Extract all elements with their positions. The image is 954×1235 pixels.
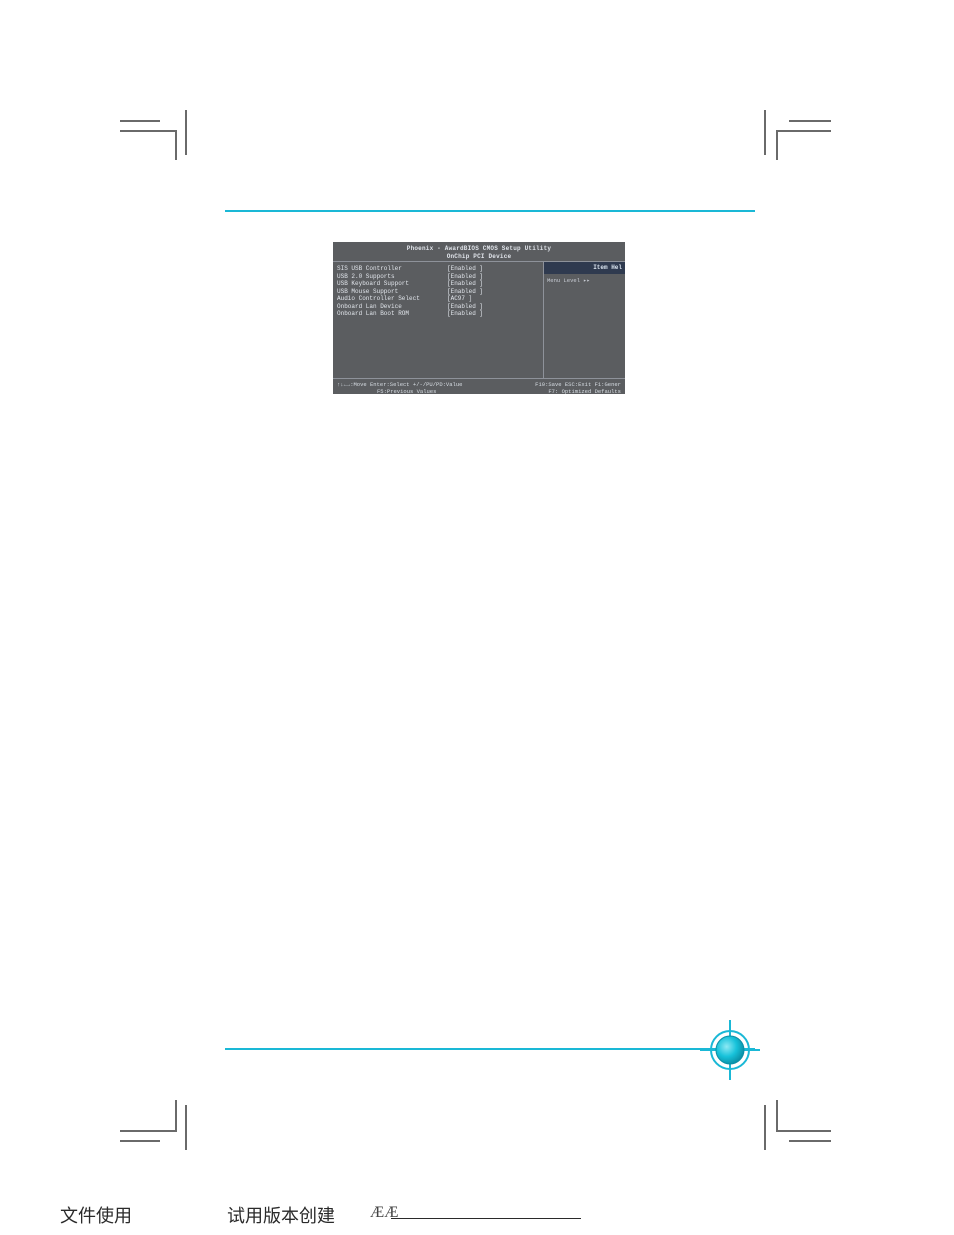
divider-top [225, 210, 755, 212]
bios-setting-label: USB 2.0 Supports [337, 273, 447, 281]
footer-text-left: 文件使用 [60, 1202, 132, 1228]
bios-screenshot: Phoenix - AwardBIOS CMOS Setup Utility O… [333, 242, 625, 394]
bios-title: Phoenix - AwardBIOS CMOS Setup Utility O… [333, 242, 625, 261]
bios-setting-row: Audio Controller Select[AC97 ] [337, 295, 539, 303]
bios-title-line1: Phoenix - AwardBIOS CMOS Setup Utility [333, 245, 625, 253]
divider-bottom [225, 1048, 755, 1050]
bios-setting-label: USB Mouse Support [337, 288, 447, 296]
ornament-radial [700, 1020, 760, 1080]
bios-setting-value: [Enabled ] [447, 303, 483, 311]
bios-setting-value: [Enabled ] [447, 310, 483, 318]
footer-link-underline[interactable] [391, 1218, 581, 1219]
bios-footer-l2r: F7: Optimized Defaults [535, 388, 621, 394]
footer-text-mid: 试用版本创建 [227, 1202, 335, 1228]
bios-settings-panel: SIS USB Controller[Enabled ]USB 2.0 Supp… [333, 262, 543, 378]
bios-setting-label: SIS USB Controller [337, 265, 447, 273]
bios-setting-value: [Enabled ] [447, 288, 483, 296]
bios-setting-row: SIS USB Controller[Enabled ] [337, 265, 539, 273]
crop-mark-top-right [764, 110, 834, 160]
bios-footer-l1l: ↑↓←→:Move Enter:Select +/-/PU/PD:Value [337, 381, 462, 388]
bios-setting-value: [Enabled ] [447, 280, 483, 288]
crop-mark-bottom-left [120, 1100, 190, 1150]
bios-setting-label: USB Keyboard Support [337, 280, 447, 288]
bios-footer: ↑↓←→:Move Enter:Select +/-/PU/PD:Value F… [333, 379, 625, 394]
bios-footer-l2l: F5:Previous Values [337, 388, 462, 394]
bios-title-line2: OnChip PCI Device [333, 253, 625, 261]
bios-setting-row: USB 2.0 Supports[Enabled ] [337, 273, 539, 281]
bios-setting-value: [AC97 ] [447, 295, 472, 303]
bios-footer-l1r: F10:Save ESC:Exit F1:Gener [535, 381, 621, 388]
bios-setting-label: Onboard Lan Boot ROM [337, 310, 447, 318]
bios-setting-row: Onboard Lan Boot ROM[Enabled ] [337, 310, 539, 318]
bios-help-panel: Item Hel Menu Level ▸▸ [543, 262, 625, 378]
bios-help-body: Menu Level ▸▸ [544, 274, 625, 288]
crop-mark-bottom-right [764, 1100, 834, 1150]
bios-setting-row: USB Mouse Support[Enabled ] [337, 288, 539, 296]
bios-help-header: Item Hel [544, 262, 625, 274]
bios-setting-label: Onboard Lan Device [337, 303, 447, 311]
crop-mark-top-left [120, 110, 190, 160]
bios-setting-value: [Enabled ] [447, 265, 483, 273]
bios-setting-row: USB Keyboard Support[Enabled ] [337, 280, 539, 288]
bios-setting-label: Audio Controller Select [337, 295, 447, 303]
bios-setting-value: [Enabled ] [447, 273, 483, 281]
bios-setting-row: Onboard Lan Device[Enabled ] [337, 303, 539, 311]
footer-glyph: ÆÆ [370, 1204, 398, 1222]
